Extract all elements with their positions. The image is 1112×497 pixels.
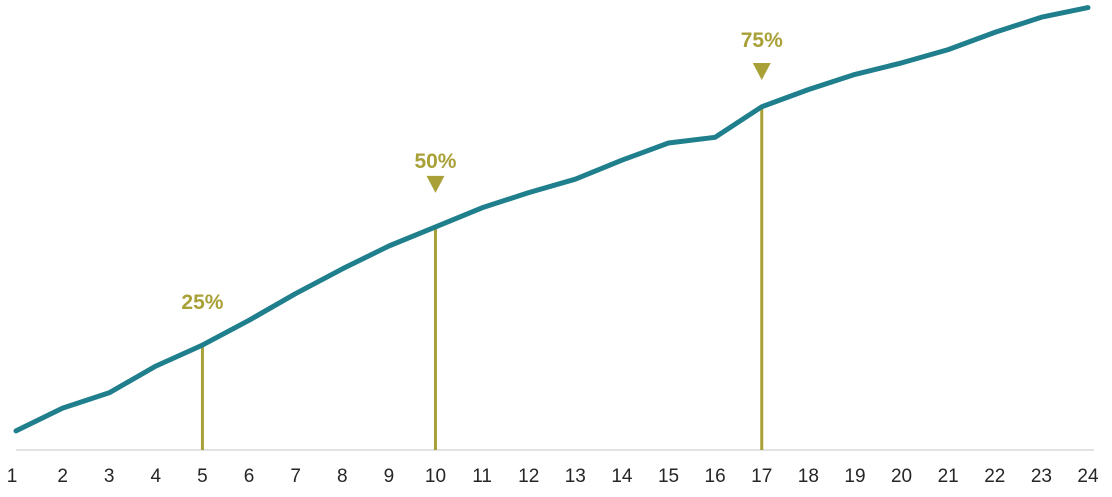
x-tick-label: 6 [244, 466, 255, 487]
series-line [13, 5, 1091, 434]
marker-lines [200, 106, 764, 450]
x-tick-label: 23 [1031, 466, 1052, 487]
x-tick-label: 5 [197, 466, 208, 487]
x-tick-label: 3 [104, 466, 115, 487]
x-tick-label: 19 [844, 466, 865, 487]
x-tick-label: 16 [705, 466, 726, 487]
x-tick-label: 22 [984, 466, 1005, 487]
marker-label: 25% [181, 291, 223, 314]
x-tick-label: 15 [658, 466, 679, 487]
x-tick-label: 2 [57, 466, 68, 487]
x-tick-label: 20 [891, 466, 912, 487]
x-tick-label: 18 [798, 466, 819, 487]
marker-arrow [752, 63, 771, 80]
x-tick-label: 21 [938, 466, 959, 487]
x-tick-labels: 1 2 3 4 5 6 7 8 9 10 11 12 13 14 15 16 17 18 19 20 21 22 23 24 [7, 466, 1099, 487]
x-tick-label: 13 [565, 466, 586, 487]
x-tick-label: 14 [611, 466, 633, 487]
x-tick-label: 7 [290, 466, 301, 487]
marker-arrow [426, 175, 445, 193]
x-tick-label: 10 [425, 466, 446, 487]
x-tick-label: 17 [751, 466, 772, 487]
x-tick-label: 9 [384, 466, 395, 487]
x-tick-label: 1 [7, 466, 18, 487]
marker-arrows [426, 63, 771, 193]
marker-labels: 25% 50% 75% [181, 29, 783, 314]
x-tick-label: 11 [472, 466, 492, 487]
x-tick-label: 4 [151, 466, 162, 487]
marker-label: 75% [741, 29, 783, 52]
x-tick-label: 24 [1077, 466, 1099, 487]
x-tick-label: 8 [337, 466, 348, 487]
x-tick-label: 12 [518, 466, 539, 487]
marker-label: 50% [414, 150, 456, 173]
